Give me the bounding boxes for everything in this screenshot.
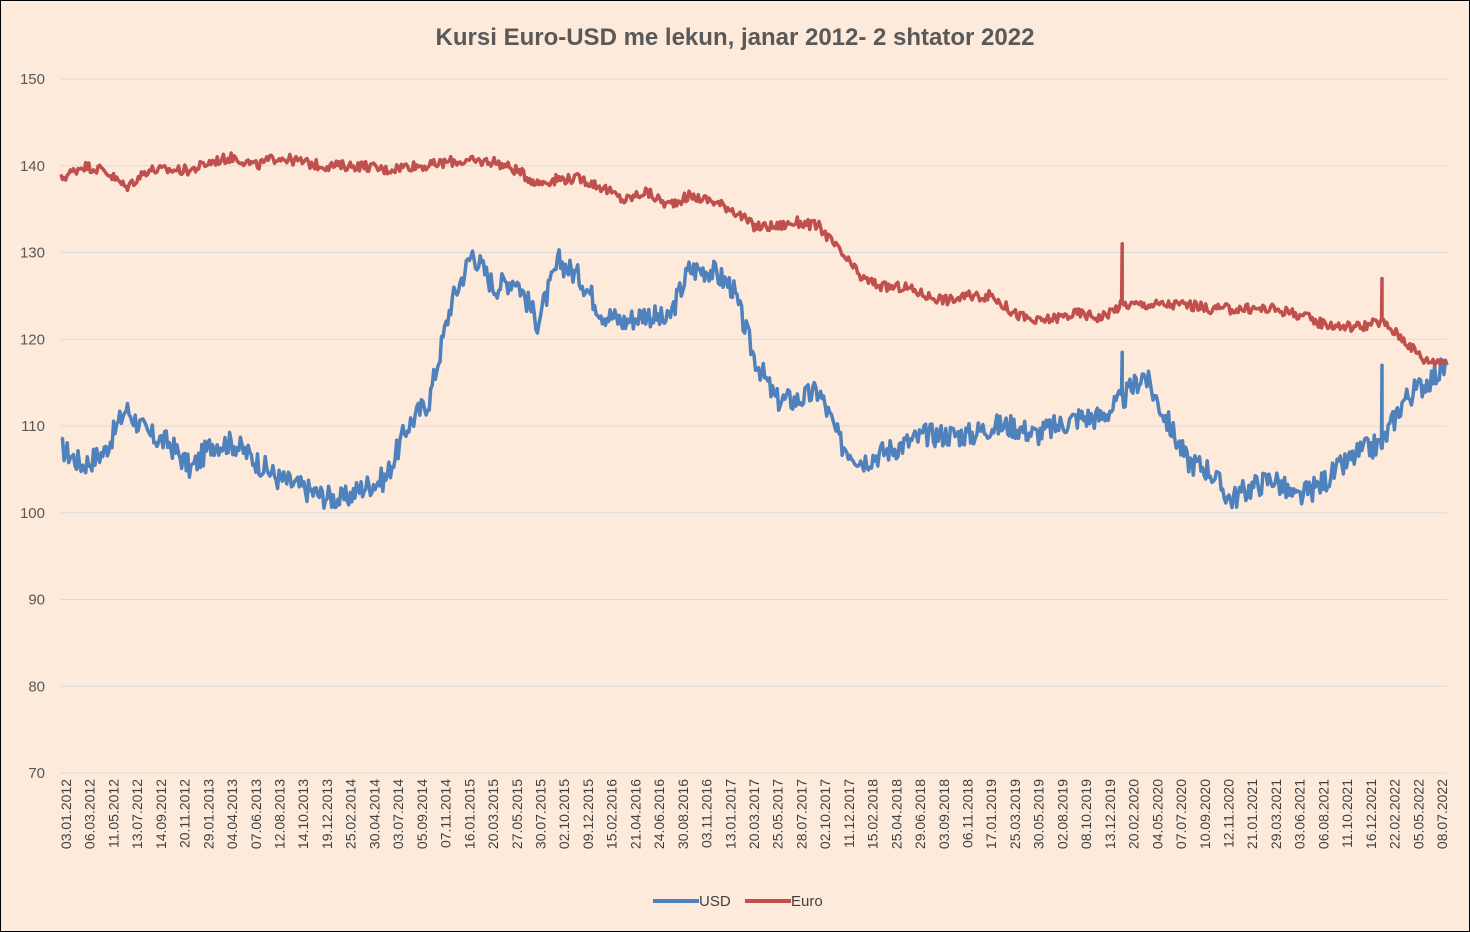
x-tick-label: 11.10.2021: [1339, 779, 1355, 848]
x-axis-ticks: 03.01.2012 06.03.2012 11.05.2012 13.07.2012…: [58, 779, 1450, 849]
x-tick-label: 20.11.2012: [177, 779, 193, 848]
x-tick-label: 15.02.2016: [604, 779, 620, 849]
x-tick-label: 13.01.2017: [722, 779, 738, 849]
x-tick-label: 22.02.2022: [1387, 779, 1403, 849]
y-axis-ticks: 70 80 90 100 110 120 130 140 150: [20, 71, 45, 782]
x-tick-label: 06.11.2018: [960, 779, 976, 848]
x-tick-label: 03.07.2014: [390, 779, 406, 849]
legend-label-euro: Euro: [791, 893, 823, 910]
x-tick-label: 30.05.2019: [1031, 779, 1047, 849]
x-tick-label: 04.04.2013: [224, 779, 240, 849]
x-tick-label: 06.03.2012: [82, 779, 98, 849]
x-tick-label: 25.05.2017: [770, 779, 786, 849]
x-tick-label: 27.05.2015: [509, 779, 525, 849]
x-tick-label: 12.08.2013: [272, 779, 288, 849]
x-tick-label: 21.04.2016: [627, 779, 643, 849]
x-tick-label: 24.06.2016: [651, 779, 667, 849]
x-tick-label: 15.02.2018: [865, 779, 881, 849]
x-tick-label: 13.12.2019: [1102, 779, 1118, 849]
x-tick-label: 02.08.2019: [1054, 779, 1070, 849]
y-tick-label-70: 70: [28, 765, 45, 782]
x-tick-label: 08.07.2022: [1434, 779, 1450, 849]
x-tick-label: 16.01.2015: [461, 779, 477, 849]
x-tick-label: 25.02.2014: [343, 779, 359, 849]
x-tick-label: 05.09.2014: [414, 779, 430, 849]
y-tick-label-150: 150: [20, 71, 45, 88]
x-tick-label: 29.06.2018: [912, 779, 928, 849]
chart-title: Kursi Euro-USD me lekun, janar 2012- 2 s…: [436, 24, 1035, 51]
x-tick-label: 17.01.2019: [983, 779, 999, 849]
series-lines: [59, 151, 1449, 510]
y-tick-label-120: 120: [20, 331, 45, 348]
x-tick-label: 28.07.2017: [793, 779, 809, 849]
x-tick-label: 19.12.2013: [319, 779, 335, 849]
x-tick-label: 14.09.2012: [153, 779, 169, 849]
series-line-euro: [59, 151, 1448, 367]
x-tick-label: 13.07.2012: [129, 779, 145, 849]
x-tick-label: 30.07.2015: [532, 779, 548, 849]
x-tick-label: 07.06.2013: [248, 779, 264, 849]
gridlines: [61, 78, 1447, 774]
x-tick-label: 25.04.2018: [888, 779, 904, 849]
legend-label-usd: USD: [699, 893, 731, 910]
x-tick-label: 30.08.2016: [675, 779, 691, 849]
y-tick-label-90: 90: [28, 592, 45, 609]
x-tick-label: 03.09.2018: [936, 779, 952, 849]
x-tick-label: 20.02.2020: [1126, 779, 1142, 849]
x-tick-label: 07.07.2020: [1173, 779, 1189, 849]
series-line-usd: [60, 248, 1449, 510]
x-tick-label: 29.01.2013: [200, 779, 216, 849]
x-tick-label: 12.11.2020: [1220, 779, 1236, 848]
x-tick-label: 02.10.2017: [817, 779, 833, 849]
x-tick-label: 25.03.2019: [1007, 779, 1023, 849]
x-tick-label: 21.01.2021: [1244, 779, 1260, 849]
y-tick-label-140: 140: [20, 158, 45, 175]
x-tick-label: 04.05.2020: [1149, 779, 1165, 849]
x-tick-label: 10.09.2020: [1197, 779, 1213, 849]
x-tick-label: 05.05.2022: [1410, 779, 1426, 849]
x-tick-label: 09.12.2015: [580, 779, 596, 849]
x-tick-label: 06.08.2021: [1315, 779, 1331, 849]
x-tick-label: 07.11.2014: [438, 779, 454, 848]
x-tick-label: 30.04.2014: [366, 779, 382, 849]
x-tick-label: 11.12.2017: [841, 779, 857, 848]
y-tick-label-130: 130: [20, 245, 45, 262]
x-tick-label: 03.06.2021: [1292, 779, 1308, 849]
x-tick-label: 16.12.2021: [1363, 779, 1379, 849]
x-tick-label: 08.10.2019: [1078, 779, 1094, 849]
x-tick-label: 20.03.2015: [485, 779, 501, 849]
x-tick-label: 03.01.2012: [58, 779, 74, 849]
y-tick-label-100: 100: [20, 505, 45, 522]
y-tick-label-80: 80: [28, 678, 45, 695]
x-tick-label: 03.11.2016: [699, 779, 715, 848]
x-tick-label: 11.05.2012: [105, 779, 121, 848]
x-tick-label: 29.03.2021: [1268, 779, 1284, 849]
x-tick-label: 02.10.2015: [556, 779, 572, 849]
legend: USD Euro: [653, 893, 823, 910]
y-tick-label-110: 110: [21, 418, 45, 435]
x-tick-label: 20.03.2017: [746, 779, 762, 849]
x-tick-label: 14.10.2013: [295, 779, 311, 849]
